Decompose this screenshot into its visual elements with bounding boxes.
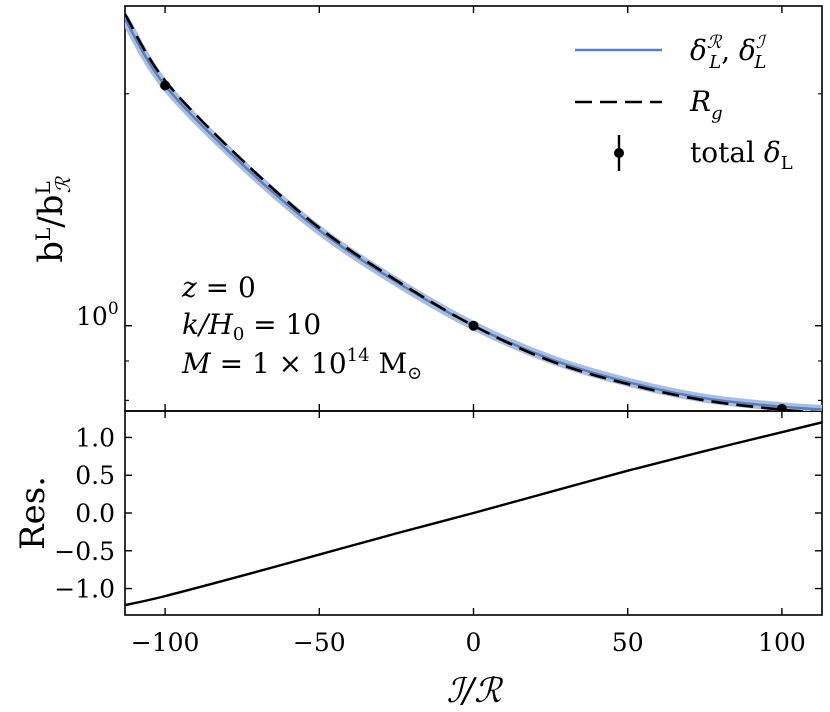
data-point-1: [468, 320, 479, 331]
annotation-block: z = 0 k/H0 = 10 M = 1 × 1014 M⊙: [181, 271, 422, 384]
legend-label-total: total δL: [690, 136, 793, 174]
xtick-label-4: 100: [758, 628, 806, 657]
bottom-ytick-label-1: −0.5: [54, 537, 115, 566]
legend: δℛ L, δℐ L Rg total δL: [575, 32, 793, 174]
xlabel: ℐ/ℛ: [447, 671, 504, 711]
series-line-1: [125, 13, 821, 411]
legend-label-delta: δℛ L, δℐ L: [690, 32, 768, 73]
bottom-ylabel: Res.: [13, 476, 53, 550]
xtick-label-2: 0: [466, 628, 482, 657]
bottom-ytick-label-3: 0.5: [75, 461, 115, 490]
xtick-label-1: −50: [293, 628, 346, 657]
top-ytick-label: 100: [76, 299, 119, 331]
annotation-z: z = 0: [181, 271, 256, 304]
bottom-ytick-label-0: −1.0: [54, 575, 115, 604]
residual-line: [125, 421, 822, 607]
legend-marker: [614, 148, 624, 158]
xtick-label-3: 50: [612, 628, 644, 657]
bottom-ytick-label-2: 0.0: [75, 499, 115, 528]
data-point-0: [160, 80, 171, 91]
legend-label-rg: Rg: [689, 85, 723, 124]
top-ylabel: bL/bLℛ: [31, 175, 75, 263]
xtick-label-0: −100: [131, 628, 200, 657]
bottom-ytick-label-4: 1.0: [75, 423, 115, 452]
annotation-m: M = 1 × 1014 M⊙: [181, 345, 422, 384]
annotation-k: k/H0 = 10: [182, 308, 321, 345]
